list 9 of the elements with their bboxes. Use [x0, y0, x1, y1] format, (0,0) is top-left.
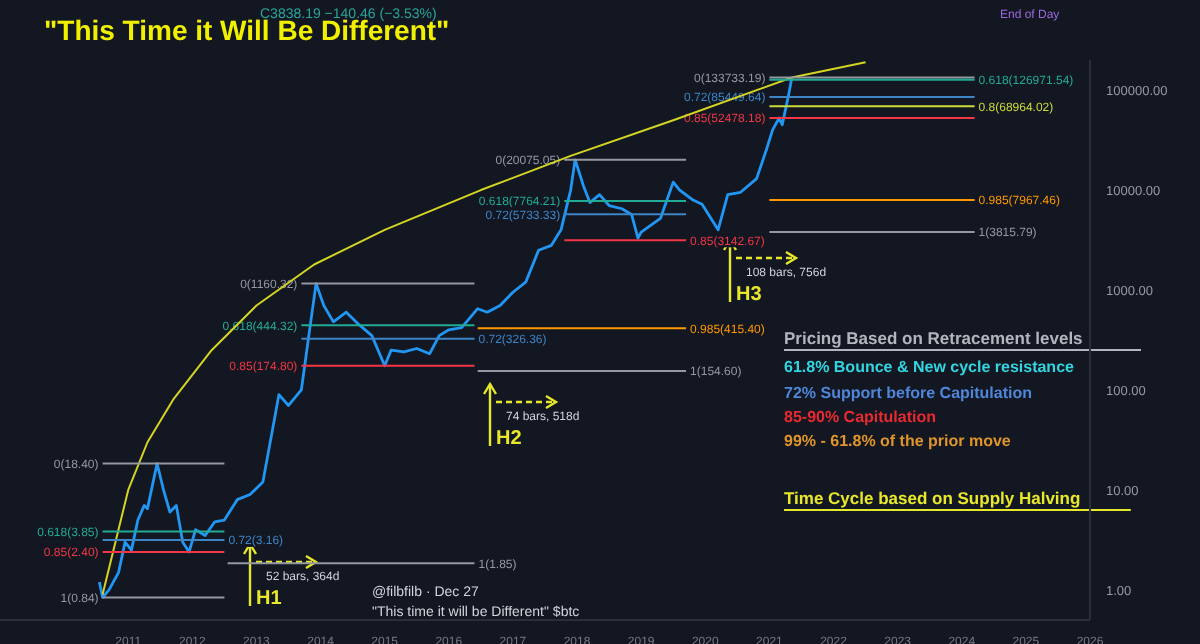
annotation: 61.8% Bounce & New cycle resistance: [784, 358, 1076, 376]
annotation: 85-90% Capitulation: [784, 408, 937, 426]
annotation: Pricing Based on Retracement levels: [784, 328, 1084, 348]
annotation: H1: [256, 588, 283, 610]
annotation: 72% Support before Capitulation: [784, 384, 1033, 402]
annotation: H3: [736, 284, 763, 306]
annotation: 99% - 61.8% of the prior move: [784, 432, 1012, 450]
annotation: H2: [496, 428, 523, 450]
annotation: Time Cycle based on Supply Halving: [784, 488, 1081, 508]
